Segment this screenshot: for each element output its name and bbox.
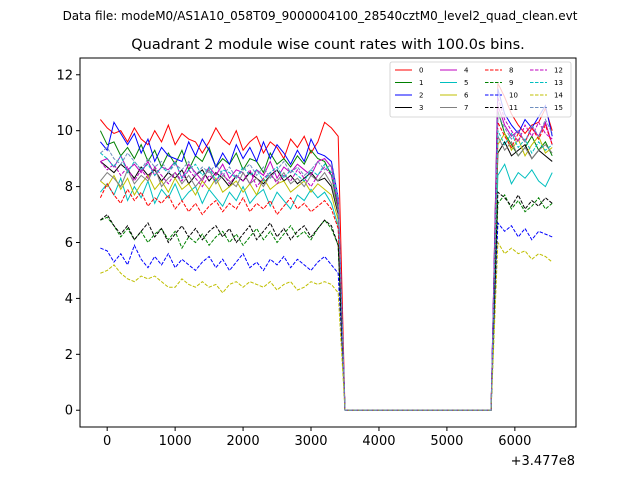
- x-offset-label: +3.477e8: [511, 454, 575, 469]
- legend-label-5: 5: [464, 79, 468, 87]
- x-tick-label: 0: [103, 434, 111, 449]
- y-tick-label: 12: [56, 68, 73, 83]
- legend-label-8: 8: [509, 67, 513, 75]
- x-tick-label: 3000: [294, 434, 327, 449]
- series-line-15: [100, 113, 553, 411]
- legend-label-1: 1: [419, 79, 423, 87]
- legend-label-6: 6: [464, 92, 469, 100]
- legend-label-11: 11: [509, 104, 518, 112]
- series-layer: [99, 82, 553, 411]
- x-axis: 0 1000 2000 3000 4000 5000 6000: [103, 427, 531, 449]
- series-line-8: [99, 122, 553, 411]
- x-tick-label: 1000: [159, 434, 192, 449]
- legend-label-0: 0: [419, 67, 423, 75]
- plot-area: [79, 57, 577, 428]
- series-line-9: [100, 194, 553, 411]
- legend-label-4: 4: [464, 67, 469, 75]
- figure-suptitle: Data file: modeM0/AS1A10_058T09_90000041…: [63, 9, 578, 23]
- legend-label-13: 13: [554, 79, 563, 87]
- x-tick-label: 5000: [430, 434, 463, 449]
- x-tick-label: 2000: [227, 434, 260, 449]
- series-line-10: [100, 221, 553, 411]
- y-tick-label: 6: [65, 236, 73, 251]
- chart-title: Quadrant 2 module wise count rates with …: [131, 37, 525, 53]
- series-line-11: [100, 191, 553, 411]
- y-tick-label: 8: [65, 180, 73, 195]
- y-tick-label: 10: [56, 124, 73, 139]
- legend-label-3: 3: [419, 104, 423, 112]
- series-line-14: [100, 240, 553, 411]
- x-tick-label: 4000: [362, 434, 395, 449]
- y-tick-label: 4: [65, 292, 73, 307]
- legend-label-10: 10: [509, 92, 518, 100]
- legend-label-2: 2: [419, 92, 423, 100]
- series-line-13: [100, 130, 553, 411]
- legend-label-9: 9: [509, 79, 513, 87]
- legend-label-12: 12: [554, 67, 563, 75]
- legend-label-15: 15: [554, 104, 563, 112]
- legend-label-7: 7: [464, 104, 468, 112]
- y-tick-label: 0: [65, 404, 73, 419]
- y-tick-label: 2: [65, 348, 73, 363]
- x-tick-label: 6000: [498, 434, 531, 449]
- legend-frame: [389, 61, 572, 118]
- legend-label-14: 14: [554, 92, 563, 100]
- y-axis: 0 2 4 6 8 10 12: [56, 68, 80, 419]
